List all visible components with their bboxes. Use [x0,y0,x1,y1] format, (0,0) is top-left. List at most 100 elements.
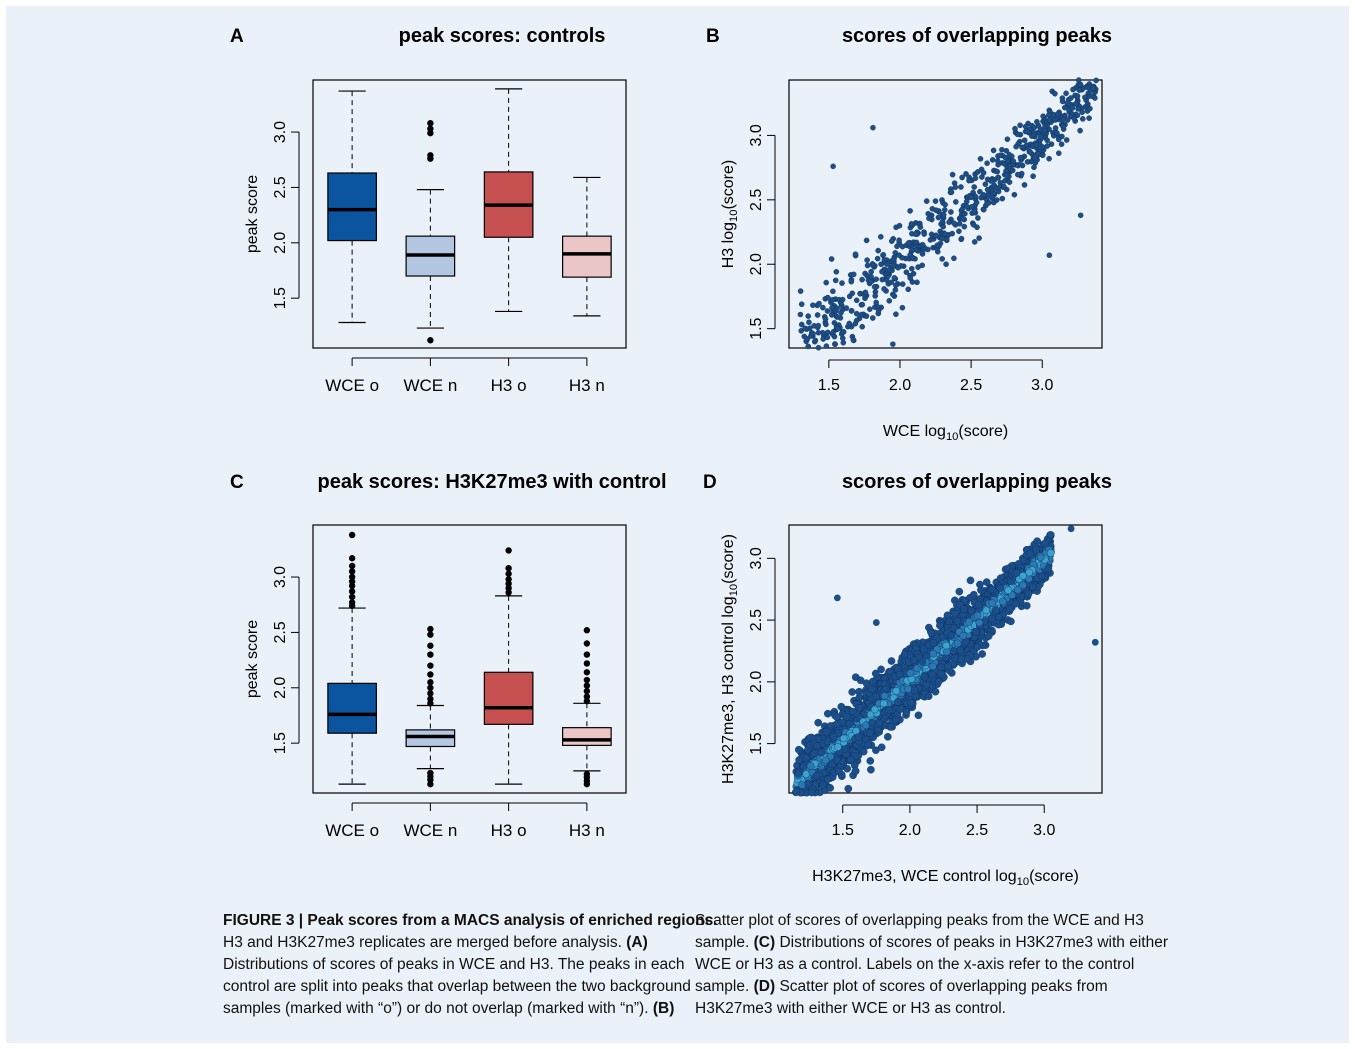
box-outlier [348,582,356,590]
box-outlier [348,573,356,581]
scatter-point [953,639,962,648]
scatter-point [1033,142,1040,148]
scatter-point [815,344,822,351]
scatter-point [864,740,872,749]
scatter-point [1074,93,1081,99]
scatter-point [893,282,899,289]
scatter-point [904,685,913,693]
scatter-point [1042,127,1048,134]
scatter-point [1021,137,1028,144]
scatter-point [891,275,898,281]
scatter-point [844,784,853,793]
scatter-point [826,722,835,730]
scatter-point [812,772,821,780]
scatter-point [905,286,912,293]
scatter-point [920,673,929,681]
scatter-point [1012,569,1021,577]
box-outlier [427,337,434,344]
scatter-point [894,698,902,706]
scatter-point [1014,131,1021,138]
scatter-point [1021,182,1028,188]
scatter-point [953,199,959,205]
x-axis-label: H3K27me3, WCE control log10(score) [812,868,1079,888]
y-axis-label: H3 log10(score) [720,160,740,268]
scatter-point [1052,90,1058,97]
scatter-point [966,177,972,184]
scatter-point [1034,119,1040,125]
scatter-point [914,711,923,720]
scatter-point [891,716,900,724]
scatter-point [870,315,876,321]
scatter-point [1023,142,1030,149]
caption-ref: (A) [626,934,648,951]
scatter-point [829,312,835,318]
scatter-point [852,320,859,327]
scatter-point [976,235,982,241]
caption-label: FIGURE 3 | Peak scores from a MACS analy… [223,912,718,929]
scatter-point [830,163,836,170]
scatter-point [936,621,944,630]
scatter-point [812,337,819,344]
scatter-point [884,733,892,741]
scatter-point [822,727,830,736]
scatter-point [814,312,821,318]
scatter-point [1036,553,1045,562]
caption-line: Scatter plot of scores of overlapping pe… [779,978,1108,995]
scatter-point [949,230,956,237]
scatter-point [1082,94,1088,101]
scatter-point [849,290,856,297]
scatter-point [807,788,816,797]
panel-letter-d: D [703,472,717,493]
scatter-point [1080,116,1086,122]
scatter-point [984,186,991,193]
scatter-point [830,732,838,741]
scatter-point [853,297,860,304]
scatter-point [971,239,978,245]
scatter-point [835,326,841,332]
scatter-point [792,788,801,796]
scatter-point [848,707,857,716]
caption-line: H3 and H3K27me3 replicates are merged be… [223,934,622,951]
scatter-point [914,279,920,286]
scatter-point [1044,564,1053,573]
x-tick-label: WCE n [403,821,457,840]
scatter-point [870,705,879,714]
y-tick-label: 1.5 [272,287,289,309]
scatter-point [895,670,904,679]
scatter-point [824,709,832,718]
scatter-point [868,685,876,694]
scatter-point [907,698,916,707]
scatter-point [1017,122,1023,129]
scatter-point [875,247,882,254]
scatter-point [977,188,983,195]
scatter-point [1085,84,1091,91]
scatter-point [806,319,812,326]
box-outlier [583,697,591,705]
box-outlier [348,531,356,539]
box-outlier [583,660,591,667]
scatter-point [858,311,865,318]
box-body [562,235,612,278]
box-outlier [583,770,591,778]
scatter-point [1003,147,1010,154]
x-tick-label: 2.5 [966,822,988,839]
scatter-point [1077,127,1083,134]
scatter-point [1090,85,1096,91]
x-tick-label: 1.5 [832,822,854,839]
scatter-point [888,279,895,286]
scatter-point [872,692,881,701]
scatter-point [862,679,871,688]
scatter-point [833,756,841,764]
scatter-point [1058,141,1065,147]
scatter-point [1092,95,1098,101]
box-outlier [583,651,591,658]
scatter-point [798,781,806,789]
scatter-point [1019,581,1027,590]
scatter-point [915,264,921,270]
scatter-point [867,765,875,774]
scatter-point [995,613,1003,621]
scatter-point [890,262,896,269]
scatter-point [1076,87,1083,93]
scatter-point [981,206,987,213]
scatter-point [1046,155,1052,162]
